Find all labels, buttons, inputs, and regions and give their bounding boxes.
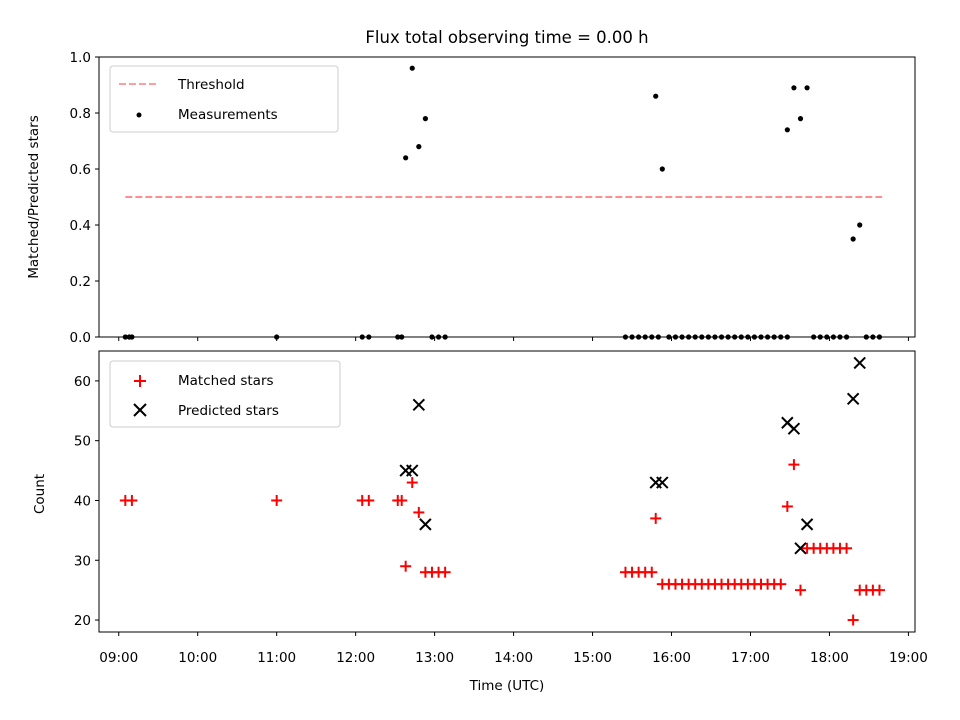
- top-y-tick-label: 1.0: [70, 50, 91, 66]
- top-y-tick-label: 0.2: [70, 274, 91, 290]
- predicted-star-point: [656, 476, 669, 489]
- x-tick-label: 16:00: [652, 650, 691, 666]
- matched-star-point: [841, 542, 853, 554]
- bottom-y-tick-label: 50: [74, 434, 91, 450]
- matched-star-point: [788, 459, 800, 471]
- measurement-point: [857, 222, 863, 228]
- measurement-point: [804, 85, 810, 91]
- predicted-star-point: [853, 356, 866, 370]
- predicted-x-b: [794, 542, 807, 555]
- predicted-star-point: [846, 392, 860, 406]
- matched-star-point: [126, 494, 138, 506]
- bottom-panel: 20 30 40 50 60 09:00 10:00 11:00 12:00 13:00 14:0…: [32, 350, 928, 694]
- bottom-legend: Matched stars Predicted stars: [109, 360, 341, 428]
- measurement-point: [422, 116, 428, 122]
- predicted-x-b: [412, 398, 426, 412]
- top-panel: 0.0 0.2 0.4 0.6 0.8 1.0 Matched/Predicted sta…: [26, 50, 916, 346]
- x-tick-label: 10:00: [178, 650, 217, 666]
- measurement-point: [850, 236, 856, 242]
- top-y-tick-label: 0.6: [70, 162, 91, 178]
- measurement-point: [653, 93, 659, 99]
- x-tick-label: 18:00: [810, 650, 849, 666]
- predicted-x-b: [781, 416, 794, 429]
- legend-measurements-swatch: [136, 112, 142, 118]
- predicted-star-point: [794, 542, 807, 555]
- matched-star-point: [439, 566, 451, 578]
- bottom-x-axis-ticks: 09:00 10:00 11:00 12:00 13:00 14:00 15:00 16:00…: [99, 632, 928, 666]
- bottom-y-axis-label: Count: [32, 474, 48, 514]
- top-y-tick-label: 0.4: [70, 218, 91, 234]
- matched-star-point: [396, 494, 408, 506]
- bottom-y-tick-label: 60: [74, 374, 91, 390]
- predicted-x-b: [846, 392, 860, 406]
- matched-star-point: [646, 566, 658, 578]
- measurement-point: [797, 116, 804, 122]
- predicted-x-b: [406, 464, 419, 477]
- matched-star-point: [400, 560, 412, 572]
- x-tick-label: 11:00: [257, 650, 296, 666]
- predicted-star-point: [419, 518, 432, 531]
- measurement-point: [784, 127, 790, 133]
- bottom-y-tick-label: 30: [74, 553, 91, 569]
- chart-title: Flux total observing time = 0.00 h: [365, 28, 648, 47]
- matched-star-point: [406, 477, 418, 489]
- measurement-point: [659, 166, 665, 172]
- matched-star-point: [781, 500, 793, 512]
- legend-predicted-swatch: [133, 403, 147, 417]
- bottom-series-layer: [119, 356, 885, 626]
- predicted-star-point: [412, 398, 426, 412]
- predicted-star-point: [406, 464, 419, 477]
- top-y-tick-label: 0.8: [70, 106, 91, 122]
- top-series-layer: [122, 65, 883, 340]
- predicted-x-b: [656, 476, 669, 489]
- predicted-x-b: [800, 518, 814, 531]
- legend-threshold-label: Threshold: [177, 77, 245, 93]
- top-y-axis-ticks: 0.0 0.2 0.4 0.6 0.8 1.0: [70, 50, 99, 346]
- legend-matched-swatch: [134, 375, 146, 387]
- top-y-tick-label: 0.0: [70, 330, 91, 346]
- bottom-y-axis-ticks: 20 30 40 50 60: [74, 374, 99, 629]
- x-tick-label: 19:00: [889, 650, 928, 666]
- x-tick-label: 14:00: [494, 650, 533, 666]
- matched-star-point: [873, 584, 885, 596]
- measurement-point: [403, 155, 409, 161]
- matched-star-point: [847, 614, 859, 626]
- x-tick-label: 09:00: [99, 650, 138, 666]
- bottom-y-tick-label: 40: [74, 493, 91, 509]
- predicted-star-point: [800, 518, 814, 531]
- predicted-star-point: [787, 422, 801, 435]
- legend-predicted-label: Predicted stars: [178, 403, 279, 419]
- x-tick-label: 12:00: [336, 650, 375, 666]
- predicted-x-b: [787, 422, 801, 435]
- matched-star-point: [363, 494, 375, 506]
- matched-star-point: [775, 578, 787, 590]
- matched-star-point: [413, 506, 425, 518]
- bottom-axes-frame: [98, 350, 916, 633]
- legend-measurements-label: Measurements: [178, 107, 278, 123]
- x-tick-label: 15:00: [573, 650, 612, 666]
- top-legend: Threshold Measurements: [109, 65, 339, 133]
- legend-matched-label: Matched stars: [178, 373, 274, 389]
- top-y-axis-label: Matched/Predicted stars: [26, 115, 42, 278]
- top-axes-frame: [98, 56, 916, 338]
- x-tick-label: 17:00: [731, 650, 770, 666]
- matched-star-point: [271, 494, 283, 506]
- measurement-point: [416, 144, 422, 150]
- matched-star-point: [794, 584, 806, 596]
- predicted-x-b: [853, 356, 866, 370]
- bottom-x-axis-label: Time (UTC): [469, 678, 545, 694]
- measurement-point: [409, 65, 415, 71]
- predicted-x-b: [419, 518, 432, 531]
- x-tick-label: 13:00: [415, 650, 454, 666]
- bottom-y-tick-label: 20: [74, 613, 91, 629]
- matched-star-point: [650, 512, 662, 524]
- measurement-point: [791, 85, 797, 91]
